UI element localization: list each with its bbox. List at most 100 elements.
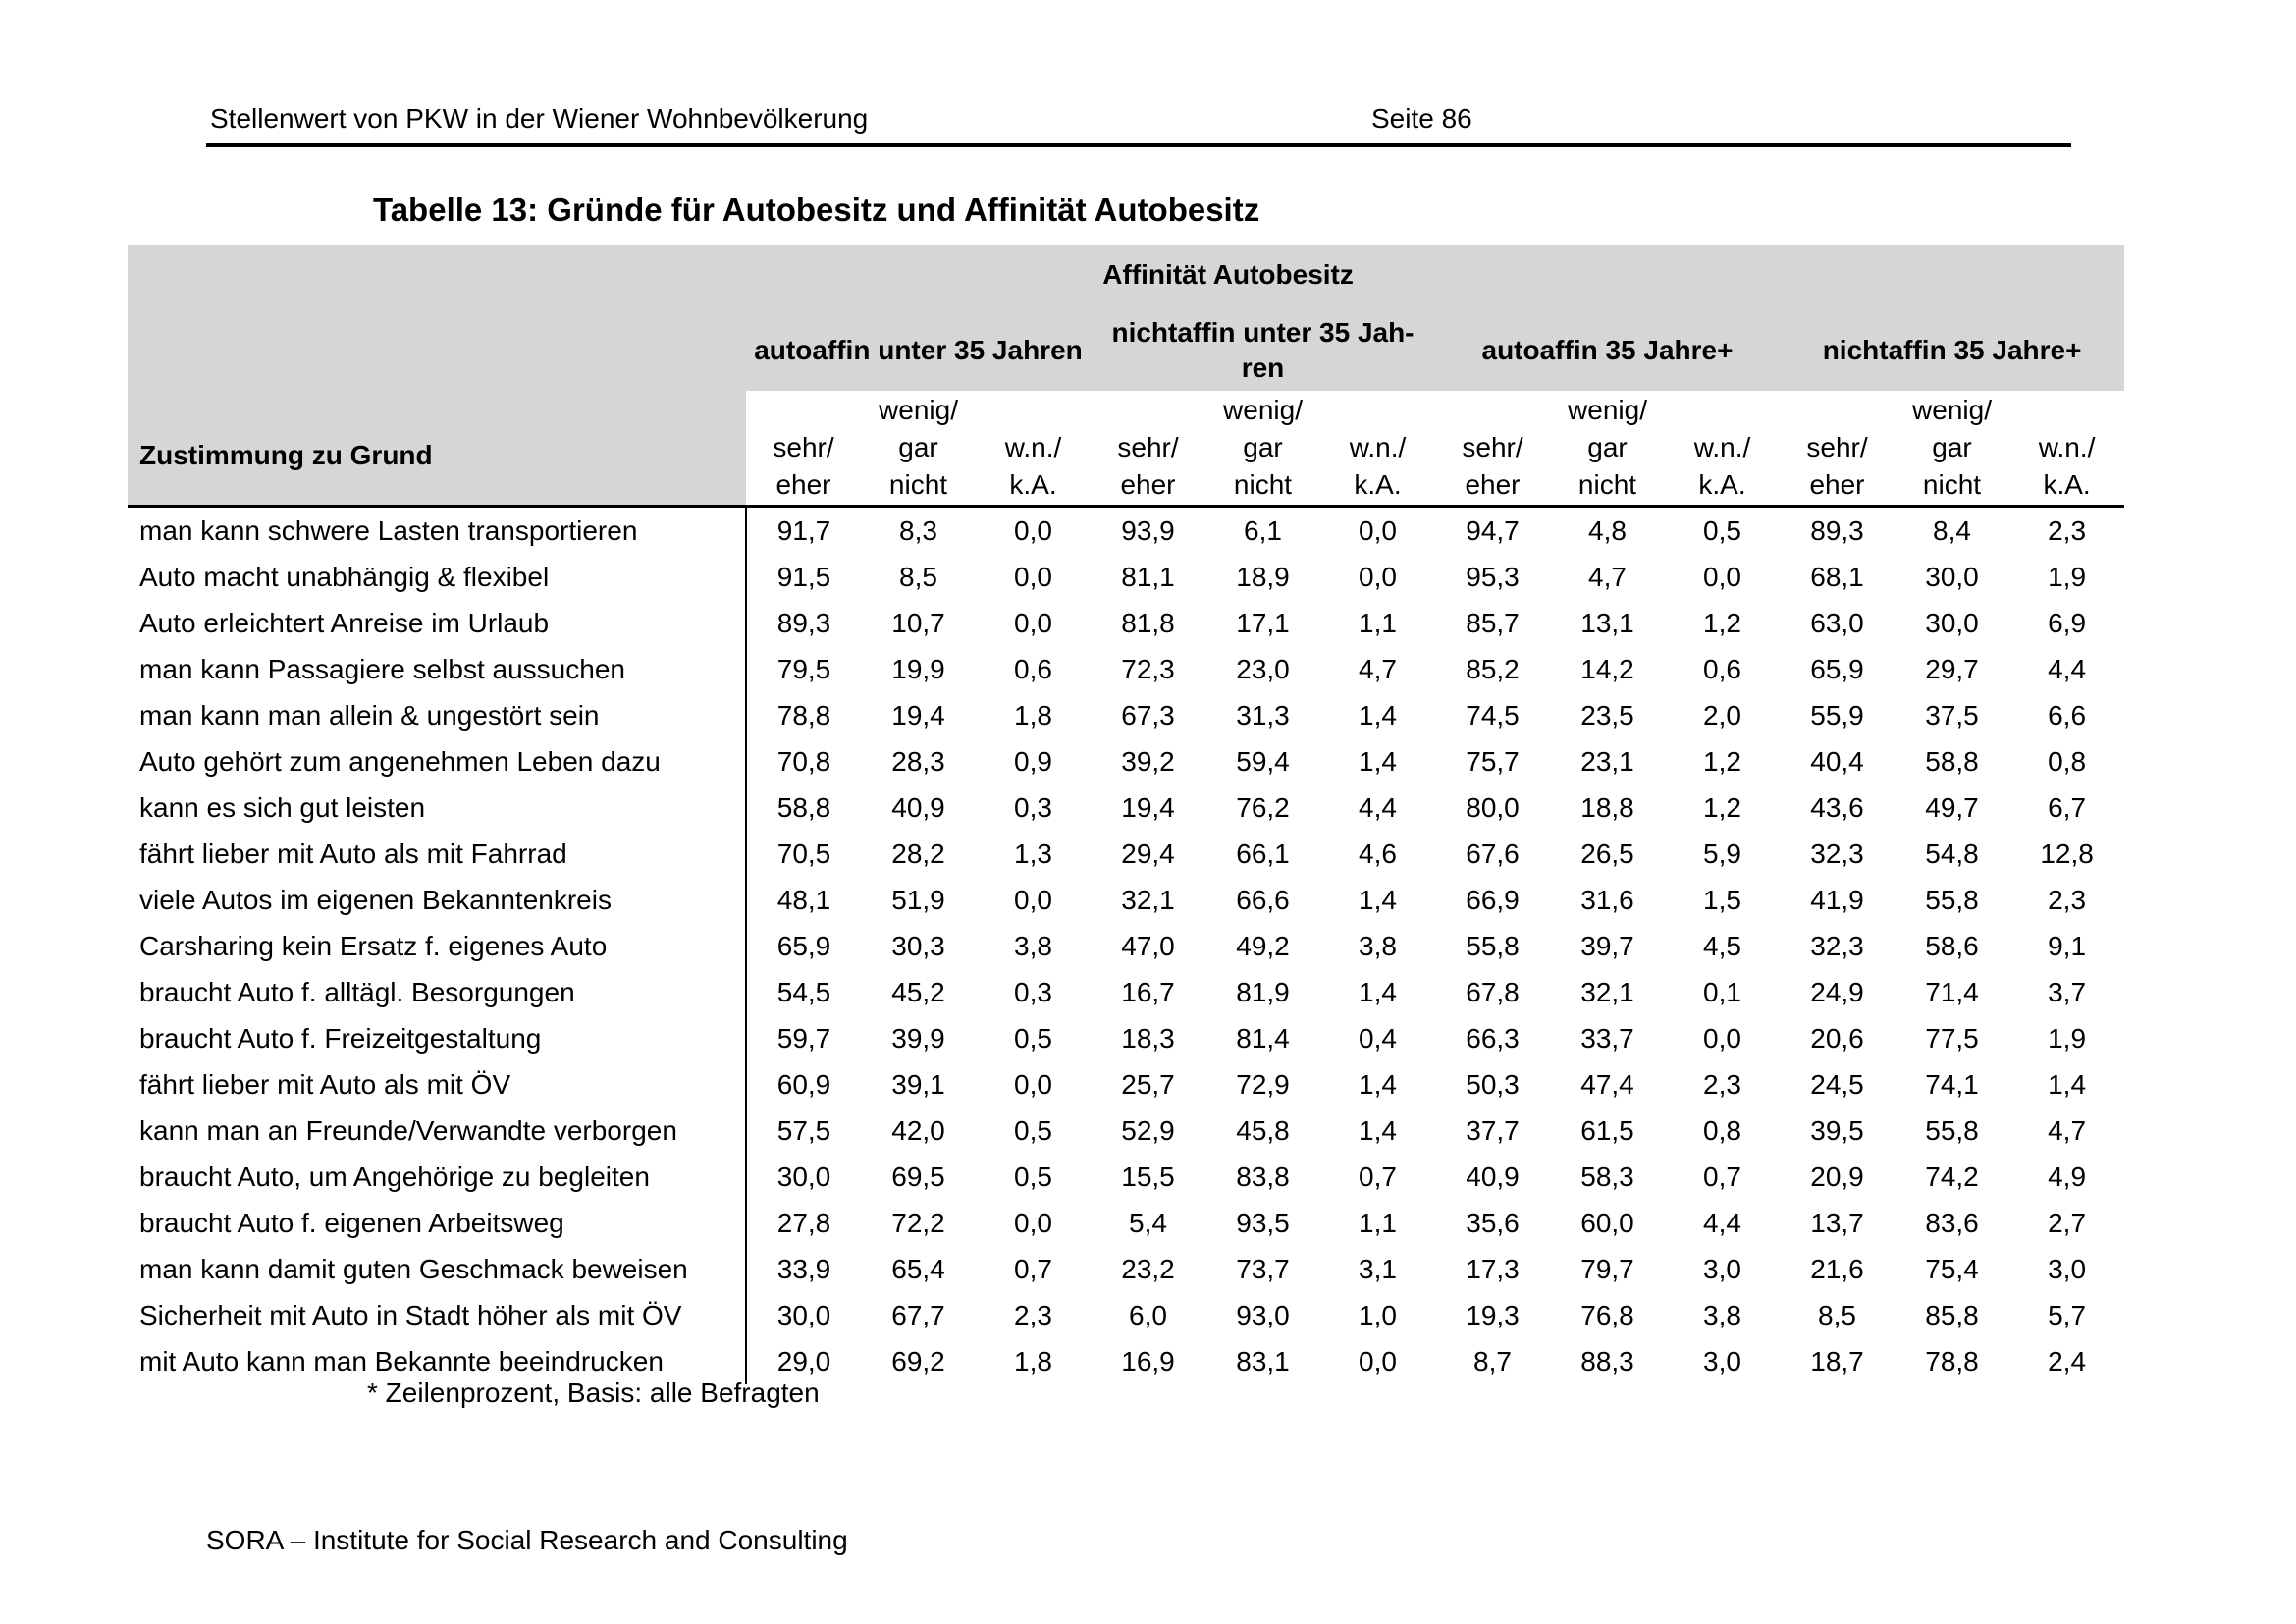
value-cell: 67,6: [1466, 838, 1520, 869]
value-cell: 2,4: [2048, 1345, 2087, 1377]
value-cell: 1,4: [1359, 699, 1397, 731]
sub-header-cell: wenig/ gar nicht: [861, 391, 976, 508]
table-title: Tabelle 13: Gründe für Autobesitz und Af…: [373, 191, 1260, 228]
value-cell: 55,8: [1925, 884, 1979, 915]
data-table: Zustimmung zu Grund Affinität Autobesitz…: [128, 245, 2125, 1384]
value-cell: 0,0: [1359, 514, 1397, 546]
value-cell: 55,8: [1466, 930, 1520, 961]
value-cell: 18,7: [1810, 1345, 1864, 1377]
value-cell: 3,1: [1359, 1253, 1397, 1284]
value-cell: 63,0: [1810, 607, 1864, 638]
value-cell: 8,5: [899, 561, 937, 592]
value-cell: 23,2: [1121, 1253, 1175, 1284]
value-cell: 0,6: [1014, 653, 1052, 684]
value-cell: 1,3: [1014, 838, 1052, 869]
value-cell: 76,2: [1236, 791, 1290, 823]
value-cell: 1,0: [1359, 1299, 1397, 1330]
table-row: Carsharing kein Ersatz f. eigenes Auto 65…: [128, 923, 2124, 969]
value-cell: 67,8: [1466, 976, 1520, 1007]
value-cell: 4,9: [2048, 1161, 2087, 1192]
value-cell: 5,4: [1129, 1207, 1167, 1238]
value-cell: 39,9: [891, 1022, 945, 1054]
value-cell: 47,0: [1121, 930, 1175, 961]
value-cell: 49,7: [1925, 791, 1979, 823]
value-cell: 45,2: [891, 976, 945, 1007]
value-cell: 37,5: [1925, 699, 1979, 731]
value-cell: 35,6: [1466, 1207, 1520, 1238]
value-cell: 74,5: [1466, 699, 1520, 731]
sub-header-cell: w.n./ k.A.: [1665, 391, 1780, 508]
value-cell: 69,5: [891, 1161, 945, 1192]
row-label: Carsharing kein Ersatz f. eigenes Auto: [128, 923, 747, 969]
sub-header-cell: wenig/ gar nicht: [1550, 391, 1665, 508]
value-cell: 4,7: [2048, 1114, 2087, 1146]
row-label: Auto macht unabhängig & flexibel: [128, 554, 747, 600]
value-cell: 6,1: [1244, 514, 1282, 546]
value-cell: 59,4: [1236, 745, 1290, 777]
value-cell: 1,1: [1359, 607, 1397, 638]
value-cell: 2,3: [1703, 1068, 1741, 1100]
value-cell: 75,4: [1925, 1253, 1979, 1284]
value-cell: 83,8: [1236, 1161, 1290, 1192]
row-label: braucht Auto f. eigenen Arbeitsweg: [128, 1200, 747, 1246]
value-cell: 55,9: [1810, 699, 1864, 731]
value-cell: 30,3: [891, 930, 945, 961]
value-cell: 1,8: [1014, 1345, 1052, 1377]
value-cell: 4,6: [1359, 838, 1397, 869]
value-cell: 8,4: [1933, 514, 1971, 546]
value-cell: 2,3: [2048, 514, 2087, 546]
value-cell: 3,7: [2048, 976, 2087, 1007]
value-cell: 29,7: [1925, 653, 1979, 684]
value-cell: 20,6: [1810, 1022, 1864, 1054]
value-cell: 33,7: [1580, 1022, 1634, 1054]
value-cell: 0,0: [1014, 884, 1052, 915]
row-label: viele Autos im eigenen Bekanntenkreis: [128, 877, 747, 923]
value-cell: 0,4: [1359, 1022, 1397, 1054]
value-cell: 0,0: [1014, 561, 1052, 592]
row-label: fährt lieber mit Auto als mit Fahrrad: [128, 831, 747, 877]
row-label: braucht Auto, um Angehörige zu begleiten: [128, 1154, 747, 1200]
value-cell: 65,9: [776, 930, 831, 961]
value-cell: 12,8: [2040, 838, 2094, 869]
sub-header-cell: sehr/ eher: [1435, 391, 1550, 508]
value-cell: 0,7: [1703, 1161, 1741, 1192]
sub-header-cell: w.n./ k.A.: [1320, 391, 1435, 508]
sub-header-cell: sehr/ eher: [1091, 391, 1205, 508]
value-cell: 2,7: [2048, 1207, 2087, 1238]
row-label: braucht Auto f. Freizeitgestaltung: [128, 1015, 747, 1061]
value-cell: 0,5: [1014, 1114, 1052, 1146]
value-cell: 73,7: [1236, 1253, 1290, 1284]
group-header-row: autoaffin unter 35 Jahren nichtaffin unte…: [128, 304, 2125, 391]
value-cell: 40,9: [1466, 1161, 1520, 1192]
value-cell: 17,1: [1236, 607, 1290, 638]
value-cell: 1,4: [1359, 884, 1397, 915]
value-cell: 39,2: [1121, 745, 1175, 777]
value-cell: 8,7: [1473, 1345, 1512, 1377]
value-cell: 72,9: [1236, 1068, 1290, 1100]
row-label: fährt lieber mit Auto als mit ÖV: [128, 1061, 747, 1108]
value-cell: 31,3: [1236, 699, 1290, 731]
row-label: kann es sich gut leisten: [128, 785, 747, 831]
value-cell: 50,3: [1466, 1068, 1520, 1100]
value-cell: 40,9: [891, 791, 945, 823]
value-cell: 0,6: [1703, 653, 1741, 684]
value-cell: 58,3: [1580, 1161, 1634, 1192]
value-cell: 77,5: [1925, 1022, 1979, 1054]
table-row: Auto macht unabhängig & flexibel 91,5 8,5 0…: [128, 554, 2124, 600]
value-cell: 54,5: [776, 976, 831, 1007]
value-cell: 76,8: [1580, 1299, 1634, 1330]
value-cell: 16,9: [1121, 1345, 1175, 1377]
value-cell: 65,4: [891, 1253, 945, 1284]
row-label: man kann damit guten Geschmack beweisen: [128, 1246, 747, 1292]
value-cell: 14,2: [1580, 653, 1634, 684]
value-cell: 75,7: [1466, 745, 1520, 777]
table-row: braucht Auto, um Angehörige zu begleiten…: [128, 1154, 2124, 1200]
table-row: man kann man allein & ungestört sein 78,8…: [128, 692, 2124, 738]
value-cell: 30,0: [776, 1161, 831, 1192]
value-cell: 89,3: [1810, 514, 1864, 546]
value-cell: 31,6: [1580, 884, 1634, 915]
value-cell: 66,6: [1236, 884, 1290, 915]
value-cell: 78,8: [1925, 1345, 1979, 1377]
table-row: braucht Auto f. Freizeitgestaltung 59,7 39…: [128, 1015, 2124, 1061]
